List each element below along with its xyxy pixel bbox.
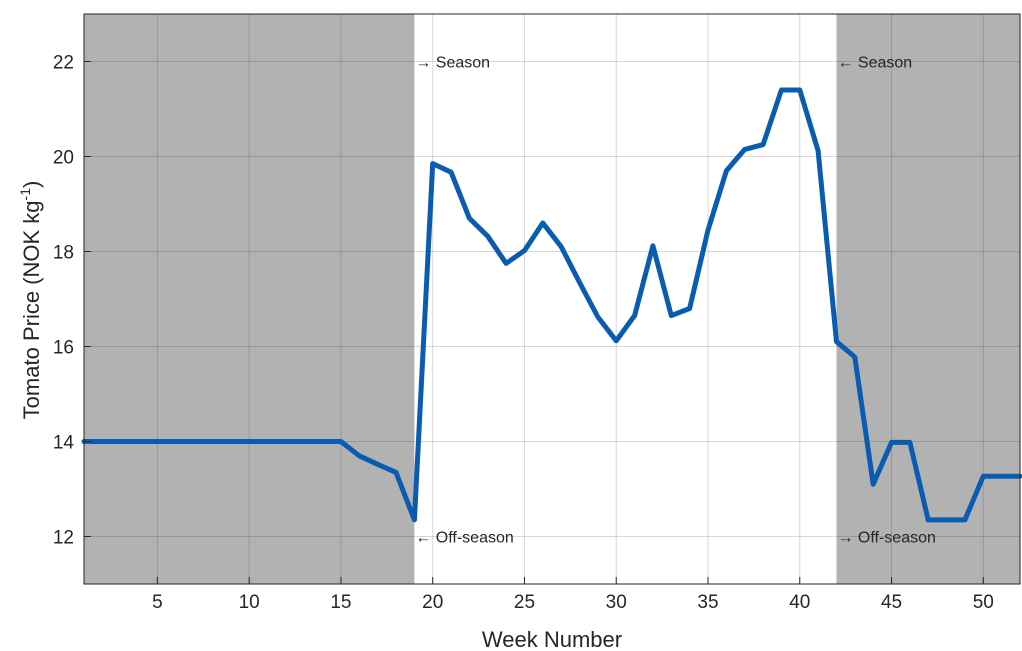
y-tick-label-20: 20 [53,148,74,169]
annotation-2: ← Season [837,55,912,72]
annotation-3: ← Off-season [415,530,513,547]
annotation-1: → Season [415,55,490,72]
shaded-region-2 [836,14,1020,584]
y-tick-label-22: 22 [53,53,74,74]
x-axis-label: Week Number [482,627,622,651]
annotation-4: → Off-season [837,530,935,547]
y-axis-label-end: ) [19,181,44,188]
y-tick-label-14: 14 [53,433,75,454]
y-tick-label-12: 12 [53,528,74,549]
x-tick-label-25: 25 [514,592,535,613]
y-axis-label-superscript: -1 [17,188,33,201]
axes [83,13,1021,585]
x-tick-label-30: 30 [606,592,627,613]
x-tick-label-20: 20 [422,592,443,613]
x-tick-label-50: 50 [973,592,994,613]
shaded-regions [84,14,1020,584]
y-tick-label-16: 16 [53,338,74,359]
series-layer [81,87,1022,523]
annotations: → Season ← Season ← Off-season → Off-season [415,55,936,547]
x-tick-label-40: 40 [789,592,810,613]
y-axis-label-main: Tomato Price (NOK kg [19,200,44,419]
x-tick-label-45: 45 [881,592,902,613]
tick-labels: 5 10 15 20 25 30 35 40 45 50 12 14 16 18 20 22 [53,53,994,614]
shaded-region-1 [84,14,415,584]
grid [84,14,1020,584]
series-line-1 [81,87,1022,523]
y-axis-label: Tomato Price (NOK kg-1) [17,181,44,420]
y-tick-label-18: 18 [53,243,74,264]
x-tick-label-35: 35 [697,592,718,613]
plot-frame [83,13,1021,585]
x-tick-label-15: 15 [330,592,351,613]
x-tick-label-10: 10 [239,592,260,613]
x-tick-label-5: 5 [152,592,163,613]
